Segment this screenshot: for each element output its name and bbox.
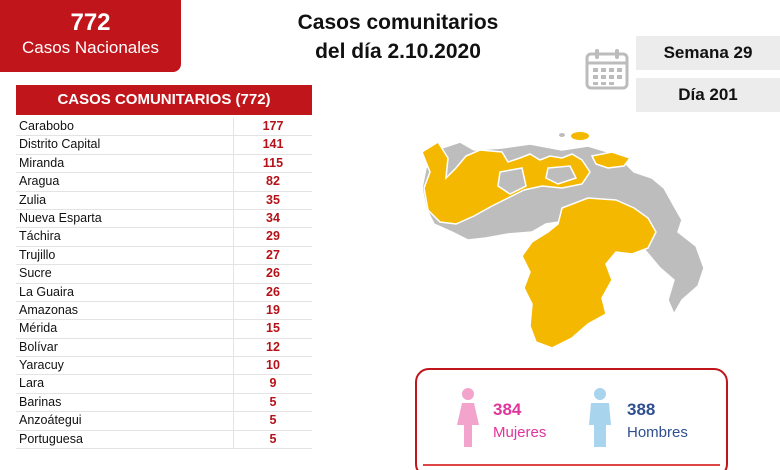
- state-cases: 26: [233, 265, 312, 283]
- title-line-2: del día 2.10.2020: [315, 40, 481, 63]
- state-name: La Guaira: [19, 284, 74, 299]
- state-cases: 15: [233, 320, 312, 338]
- map-region-affected-south: [521, 197, 657, 349]
- state-cases: 34: [233, 209, 312, 228]
- state-name: Aragua: [19, 174, 60, 189]
- table-row: Mérida 15: [16, 320, 312, 339]
- national-cases-label: Casos Nacionales: [21, 38, 159, 57]
- state-cases: 5: [233, 412, 312, 430]
- female-figure-icon: [457, 388, 479, 447]
- state-cases: 19: [233, 301, 312, 320]
- state-cases: 9: [233, 375, 312, 393]
- state-cases: 177: [233, 118, 312, 136]
- state-name: Zulia: [19, 192, 47, 207]
- table-row: Zulia 35: [16, 191, 312, 210]
- state-name: Lara: [19, 376, 45, 391]
- table-row: Yaracuy 10: [16, 357, 312, 376]
- day-indicator: Día 201: [636, 78, 780, 112]
- gender-divider: [423, 464, 720, 466]
- men-label: Hombres: [627, 424, 688, 441]
- state-name: Carabobo: [19, 119, 74, 133]
- state-cases: 12: [233, 338, 312, 357]
- title-line-1: Casos comunitarios: [297, 11, 499, 34]
- state-name: Yaracuy: [19, 358, 64, 373]
- state-name: Distrito Capital: [19, 137, 101, 152]
- state-name: Portuguesa: [19, 431, 83, 446]
- map-region-unaffected-north: [545, 165, 578, 185]
- calendar-icon: [585, 49, 629, 90]
- state-cases: 26: [233, 283, 312, 301]
- state-name: Bolívar: [19, 339, 58, 354]
- state-name: Miranda: [19, 155, 65, 170]
- state-name: Barinas: [19, 394, 62, 409]
- table-row: Nueva Esparta 34: [16, 209, 312, 229]
- state-name: Táchira: [19, 229, 61, 244]
- state-name: Mérida: [19, 321, 58, 336]
- state-cases: 115: [233, 154, 312, 173]
- table-row: Lara 9: [16, 375, 312, 394]
- state-cases: 141: [233, 136, 312, 154]
- national-cases-badge: 772 Casos Nacionales: [0, 0, 181, 72]
- state-name: Anzoátegui: [19, 413, 82, 428]
- state-cases: 27: [233, 246, 312, 265]
- state-cases: 5: [233, 430, 312, 449]
- state-name: Sucre: [19, 266, 52, 281]
- table-row: Táchira 29: [16, 228, 312, 247]
- table-row: Miranda 115: [16, 154, 312, 174]
- cases-table: Carabobo 177 Distrito Capital 141 Miranda 115…: [16, 118, 312, 450]
- women-label: Mujeres: [493, 424, 547, 441]
- page-title: Casos comunitarios del día 2.10.2020: [258, 8, 538, 66]
- map-region-unaffected-center: [497, 167, 527, 195]
- state-name: Trujillo: [19, 247, 56, 262]
- table-row: La Guaira 26: [16, 283, 312, 302]
- table-row: Portuguesa 5: [16, 430, 312, 450]
- national-cases-count: 772: [70, 9, 111, 36]
- table-row: Aragua 82: [16, 173, 312, 192]
- state-name: Nueva Esparta: [19, 210, 102, 225]
- map-region-affected-east: [590, 151, 632, 169]
- week-indicator: Semana 29: [636, 36, 780, 70]
- table-row: Anzoátegui 5: [16, 412, 312, 431]
- table-row: Bolívar 12: [16, 338, 312, 358]
- table-row: Trujillo 27: [16, 246, 312, 266]
- cases-table-header: CASOS COMUNITARIOS (772): [16, 85, 312, 115]
- table-row: Carabobo 177: [16, 118, 312, 137]
- state-cases: 35: [233, 191, 312, 209]
- state-cases: 82: [233, 173, 312, 191]
- table-row: Amazonas 19: [16, 301, 312, 321]
- table-row: Sucre 26: [16, 265, 312, 284]
- gender-panel: 384 Mujeres 388 Hombres: [415, 368, 728, 470]
- state-cases: 10: [233, 357, 312, 375]
- men-count: 388: [627, 400, 656, 419]
- venezuela-map: [421, 132, 705, 349]
- table-row: Distrito Capital 141: [16, 136, 312, 155]
- state-cases: 29: [233, 228, 312, 246]
- table-row: Barinas 5: [16, 393, 312, 413]
- male-figure-icon: [589, 388, 611, 447]
- map-region-island: [571, 132, 589, 140]
- state-name: Amazonas: [19, 302, 79, 317]
- women-count: 384: [493, 400, 522, 419]
- state-cases: 5: [233, 393, 312, 412]
